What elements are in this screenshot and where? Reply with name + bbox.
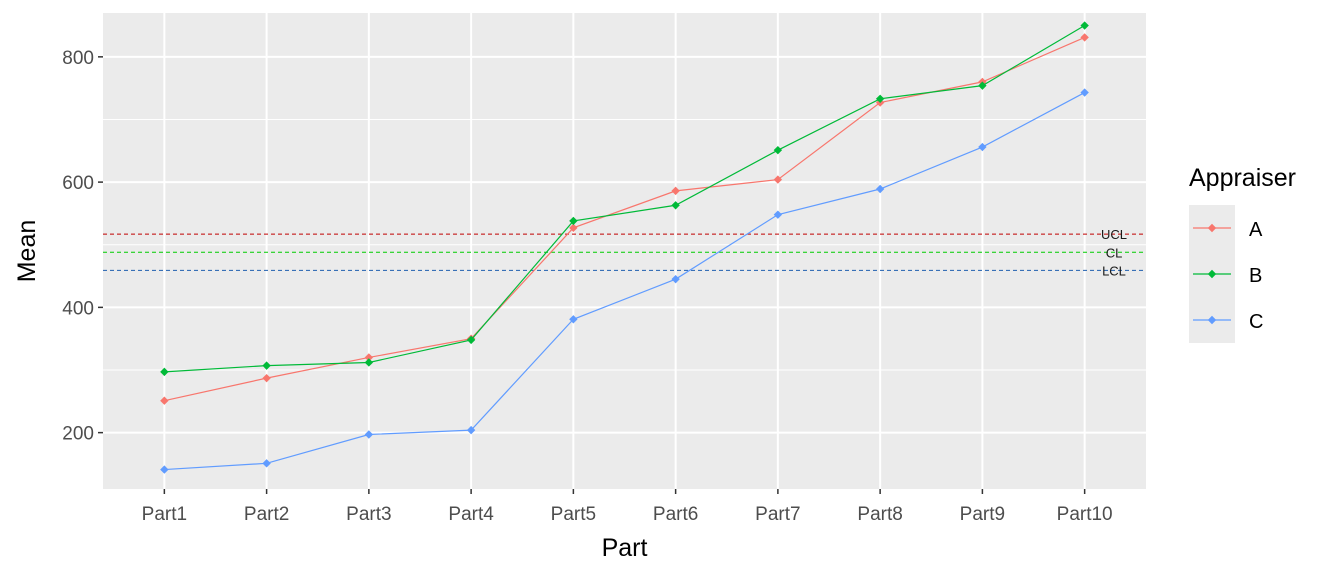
point-b-part2 (262, 361, 271, 370)
point-b-part7 (773, 145, 783, 155)
grid-major (103, 13, 1146, 489)
legend-key-point-c (1207, 315, 1217, 325)
point-b-part4 (466, 335, 476, 345)
legend-key-point-b (1207, 269, 1217, 279)
point-c-part8 (875, 184, 885, 194)
point-c-part9 (978, 142, 987, 152)
point-b-part10 (1080, 21, 1089, 30)
x-tick-label: Part10 (1057, 504, 1113, 525)
point-b-part1 (160, 367, 169, 377)
point-b-part3 (364, 358, 374, 367)
point-c-part5 (569, 315, 578, 324)
series-layer (160, 21, 1089, 474)
plot-panel (103, 13, 1146, 489)
control-lines: UCL CL LCL (103, 227, 1146, 278)
x-tick-label: Part6 (653, 504, 698, 525)
point-a-part10 (1080, 33, 1089, 42)
control-label-cl: CL (1106, 245, 1123, 260)
point-a-part1 (160, 396, 169, 405)
point-c-part10 (1080, 88, 1089, 97)
series-line-b (164, 25, 1085, 373)
legend-label-c: C (1249, 311, 1263, 333)
point-b-part9 (978, 81, 987, 90)
x-axis-title: Part (602, 534, 648, 562)
y-tick-label: 800 (62, 48, 94, 69)
x-tick-label: Part4 (448, 504, 494, 525)
x-tick-label: Part7 (755, 504, 800, 525)
point-c-part7 (773, 210, 783, 219)
point-a-part5 (569, 223, 578, 233)
legend: Appraiser A B C (1189, 164, 1296, 343)
y-axis: 200 400 600 800 (62, 48, 103, 445)
legend-label-b: B (1249, 265, 1262, 287)
control-label-ucl: UCL (1101, 227, 1127, 242)
point-b-part8 (875, 94, 885, 104)
y-tick-label: 200 (62, 424, 94, 445)
y-axis-title: Mean (13, 220, 41, 283)
point-a-part7 (773, 175, 783, 184)
x-tick-label: Part1 (142, 504, 187, 525)
point-a-part3 (364, 353, 374, 362)
legend-label-a: A (1249, 219, 1263, 241)
legend-title: Appraiser (1189, 164, 1296, 192)
y-tick-label: 400 (62, 298, 94, 319)
point-b-part5 (569, 216, 578, 226)
point-a-part6 (671, 186, 680, 196)
x-tick-label: Part5 (551, 504, 596, 525)
x-tick-label: Part8 (857, 504, 902, 525)
point-c-part4 (466, 425, 476, 435)
point-a-part2 (262, 373, 271, 383)
point-c-part3 (364, 430, 374, 439)
y-tick-label: 600 (62, 173, 94, 194)
series-line-c (164, 92, 1085, 471)
grid-minor (103, 118, 1146, 371)
x-tick-label: Part2 (244, 504, 289, 525)
point-b-part6 (671, 201, 680, 210)
point-c-part6 (671, 274, 680, 284)
x-tick-label: Part9 (960, 504, 1005, 525)
x-axis: Part1 Part2 Part3 Part4 Part5 Part6 Part7 Part8… (142, 489, 1113, 525)
point-c-part1 (160, 465, 169, 474)
point-c-part2 (262, 459, 271, 468)
control-label-lcl: LCL (1102, 263, 1126, 278)
legend-key-point-a (1207, 223, 1217, 233)
x-tick-label: Part3 (346, 504, 391, 525)
